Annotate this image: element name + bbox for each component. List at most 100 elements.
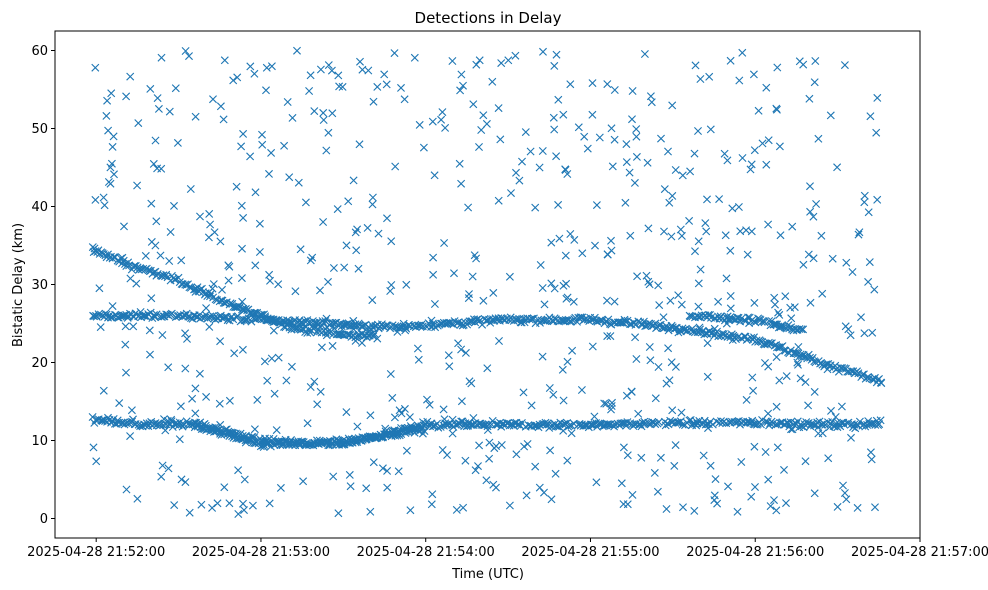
data-point-1727: [549, 113, 558, 122]
data-point-1806: [676, 225, 685, 234]
data-point-781: [240, 316, 249, 325]
data-point-1130: [766, 339, 775, 348]
data-point-1608: [234, 466, 243, 475]
data-point-2033: [383, 214, 391, 223]
data-point-1887: [521, 128, 530, 137]
data-point-1406: [770, 320, 779, 329]
data-point-2044: [872, 128, 881, 137]
data-point-1526: [173, 138, 182, 147]
data-point-1620: [733, 507, 742, 516]
y-tick-label-2: 20: [31, 356, 48, 371]
data-point-1528: [494, 196, 503, 205]
data-point-1956: [518, 157, 526, 166]
data-point-1647: [132, 279, 141, 288]
data-point-1673: [853, 503, 862, 512]
data-point-247: [177, 420, 186, 429]
data-point-2074: [737, 458, 746, 466]
data-point-1707: [126, 274, 135, 283]
data-point-2029: [631, 333, 640, 342]
data-point-2108: [490, 444, 499, 453]
data-point-2024: [335, 82, 344, 91]
data-point-1450: [764, 220, 773, 229]
data-point-1904: [837, 402, 846, 411]
data-point-1733: [146, 84, 155, 93]
data-point-1779: [425, 400, 434, 409]
data-point-1623: [775, 310, 784, 319]
data-point-1418: [787, 323, 796, 332]
data-point-995: [565, 317, 574, 326]
data-point-1688: [591, 241, 599, 250]
data-point-1401: [760, 318, 769, 327]
data-point-1983: [694, 279, 703, 288]
data-point-1858: [265, 499, 274, 508]
data-point-1939: [185, 52, 193, 61]
data-point-1705: [494, 104, 503, 113]
data-point-1892: [267, 148, 276, 157]
data-point-1536: [99, 193, 108, 202]
data-point-1903: [724, 482, 732, 491]
data-point-2076: [554, 95, 563, 104]
data-point-1655: [430, 171, 439, 180]
data-point-1896: [738, 154, 747, 162]
data-point-2088: [349, 176, 358, 185]
data-point-1875: [177, 475, 186, 484]
data-point-1999: [827, 406, 835, 415]
data-point-1803: [771, 300, 779, 309]
data-point-1515: [679, 503, 687, 512]
data-point-1464: [456, 86, 465, 95]
data-point-2097: [262, 63, 271, 72]
data-point-1847: [551, 469, 560, 478]
data-point-1669: [483, 426, 492, 434]
data-point-1635: [842, 495, 851, 504]
data-point-2000: [305, 87, 314, 95]
data-point-609: [765, 421, 774, 430]
data-point-1489: [538, 284, 547, 292]
data-point-1539: [147, 199, 156, 208]
data-point-1974: [272, 426, 281, 435]
data-point-1996: [238, 244, 246, 253]
data-point-728: [157, 313, 166, 321]
data-point-1769: [496, 135, 505, 144]
data-point-1714: [186, 185, 195, 193]
data-point-1787: [674, 291, 683, 300]
data-point-1832: [338, 82, 347, 91]
data-point-1565: [461, 348, 470, 357]
data-point-1753: [165, 107, 174, 116]
data-point-1686: [196, 212, 204, 221]
data-point-1830: [764, 136, 773, 145]
data-point-1824: [349, 325, 358, 334]
data-point-1112: [740, 332, 749, 341]
data-point-2009: [622, 391, 631, 400]
data-point-724: [150, 311, 158, 319]
data-point-2016: [531, 462, 540, 471]
data-point-1715: [239, 213, 248, 222]
data-point-1424: [795, 325, 804, 333]
data-point-1919: [561, 420, 570, 429]
data-point-1780: [197, 500, 206, 509]
data-point-2103: [844, 325, 853, 334]
data-point-1629: [92, 457, 101, 466]
data-point-1644: [637, 453, 646, 462]
data-point-1641: [106, 179, 115, 188]
data-point-1793: [743, 250, 752, 259]
data-point-1625: [388, 393, 397, 402]
data-point-1898: [590, 412, 599, 421]
data-point-964: [516, 318, 525, 327]
data-point-1907: [710, 324, 719, 333]
data-point-1494: [239, 129, 248, 138]
data-point-1566: [129, 322, 138, 331]
data-point-1713: [488, 77, 497, 86]
data-point-2010: [413, 344, 422, 353]
data-point-1434: [333, 205, 342, 214]
data-point-1684: [703, 339, 712, 348]
data-point-1743: [151, 136, 160, 145]
data-point-975: [536, 318, 544, 327]
data-point-700: [113, 313, 122, 322]
data-point-1963: [552, 152, 561, 161]
data-point-544: [651, 420, 660, 429]
data-point-1582: [860, 198, 869, 207]
data-point-1843: [793, 358, 802, 367]
data-point-1854: [489, 480, 498, 489]
data-point-1802: [258, 130, 266, 139]
